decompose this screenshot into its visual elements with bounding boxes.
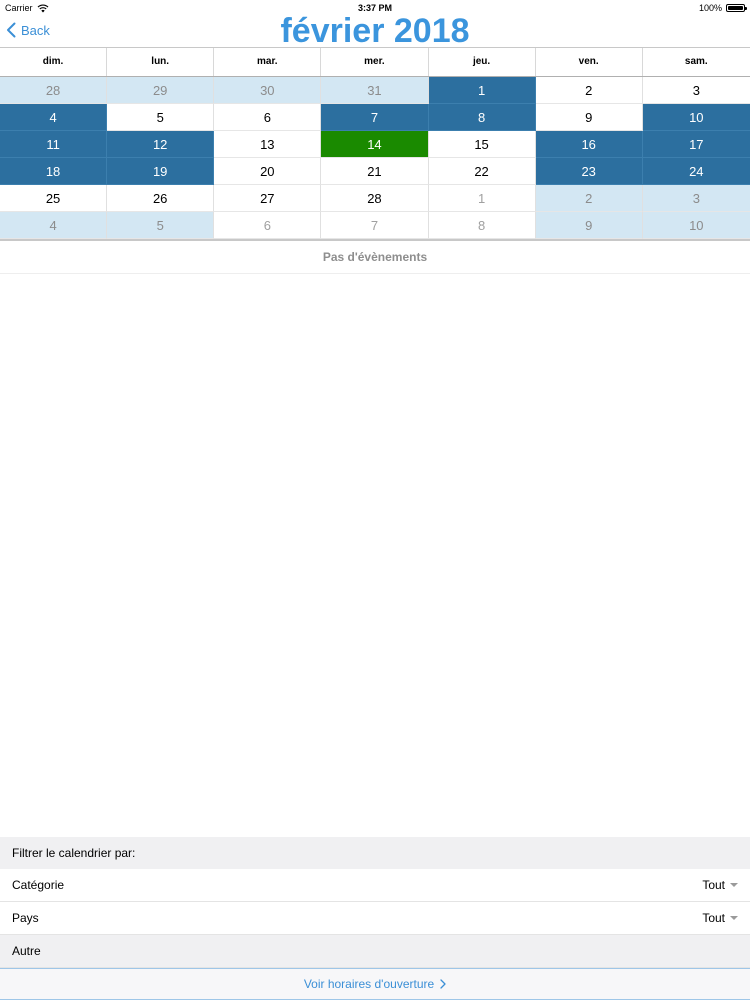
battery-percent: 100% <box>698 3 722 13</box>
calendar-day[interactable]: 15 <box>428 131 536 158</box>
calendar-day[interactable]: 28 <box>321 185 429 212</box>
calendar-day[interactable]: 1 <box>428 185 536 212</box>
calendar-day[interactable]: 31 <box>321 77 429 104</box>
calendar-day[interactable]: 6 <box>214 104 322 131</box>
filter-title: Filtrer le calendrier par: <box>0 837 750 869</box>
calendar-day[interactable]: 2 <box>535 77 643 104</box>
wifi-icon <box>37 4 48 12</box>
category-value-text: Tout <box>702 878 725 892</box>
calendar-day[interactable]: 20 <box>214 158 322 185</box>
navigation-bar: Back février 2018 <box>0 12 750 50</box>
status-time: 3:37 PM <box>357 3 392 13</box>
weekday-label: dim. <box>0 48 108 76</box>
country-value[interactable]: Tout <box>702 902 738 934</box>
back-button[interactable]: Back <box>6 22 50 38</box>
country-value-text: Tout <box>702 911 725 925</box>
calendar-day[interactable]: 21 <box>321 158 429 185</box>
carrier-label: Carrier <box>5 3 33 13</box>
calendar-day[interactable]: 26 <box>107 185 215 212</box>
calendar-week-row: 18 19 20 21 22 23 24 <box>0 158 750 185</box>
events-empty-label: Pas d'évènements <box>0 241 750 274</box>
other-filter-row[interactable]: Autre <box>0 935 750 968</box>
calendar-day[interactable]: 24 <box>642 158 750 185</box>
calendar-grid: 28 29 30 31 1 2 3 4 5 6 7 8 9 10 11 12 13 14 15 16 17 18 19 20 2… <box>0 77 750 239</box>
calendar-day[interactable]: 9 <box>535 104 643 131</box>
status-bar: Carrier 3:37 PM 100% <box>0 0 750 16</box>
calendar-day[interactable]: 3 <box>642 185 750 212</box>
chevron-left-icon <box>7 22 16 38</box>
weekday-label: mar. <box>214 48 322 76</box>
calendar-day[interactable]: 28 <box>0 77 108 104</box>
calendar-day[interactable]: 8 <box>428 104 536 131</box>
calendar-day[interactable]: 8 <box>428 212 536 239</box>
calendar-day[interactable]: 6 <box>214 212 322 239</box>
calendar-week-row: 28 29 30 31 1 2 3 <box>0 77 750 104</box>
country-label: Pays <box>12 911 39 925</box>
open-hours-label: Voir horaires d'ouverture <box>303 977 435 991</box>
calendar-day[interactable]: 9 <box>535 212 643 239</box>
calendar-day[interactable]: 4 <box>0 212 108 239</box>
calendar-week-row: 11 12 13 14 15 16 17 <box>0 131 750 158</box>
other-label: Autre <box>12 944 41 958</box>
weekday-label: mer. <box>321 48 429 76</box>
status-right: 100% <box>698 3 747 13</box>
calendar-day[interactable]: 2 <box>535 185 643 212</box>
calendar-day[interactable]: 29 <box>107 77 215 104</box>
category-value[interactable]: Tout <box>702 869 738 901</box>
open-hours-button[interactable]: Voir horaires d'ouverture <box>0 968 750 1000</box>
dropdown-caret-icon <box>730 916 738 920</box>
chevron-right-icon <box>440 979 446 989</box>
calendar-week-row: 4 5 6 7 8 9 10 <box>0 104 750 131</box>
calendar-week-row: 4 5 6 7 8 9 10 <box>0 212 750 239</box>
dropdown-caret-icon <box>730 883 738 887</box>
back-label: Back <box>21 22 50 38</box>
calendar-day[interactable]: 7 <box>321 212 429 239</box>
calendar-day[interactable]: 17 <box>642 131 750 158</box>
filter-section: Filtrer le calendrier par: Catégorie Tou… <box>0 837 750 1000</box>
calendar-day-today[interactable]: 14 <box>321 131 429 158</box>
calendar-day[interactable]: 4 <box>0 104 108 131</box>
calendar-day[interactable]: 16 <box>535 131 643 158</box>
calendar-day[interactable]: 10 <box>642 212 750 239</box>
country-filter-row[interactable]: Pays Tout <box>0 902 750 935</box>
calendar-day[interactable]: 27 <box>214 185 322 212</box>
weekday-label: sam. <box>684 56 708 67</box>
calendar-day[interactable]: 13 <box>214 131 322 158</box>
category-label: Catégorie <box>12 878 65 892</box>
calendar-day[interactable]: 23 <box>535 158 643 185</box>
calendar-day[interactable]: 5 <box>107 212 215 239</box>
category-filter-row[interactable]: Catégorie Tout <box>0 869 750 902</box>
calendar-day[interactable]: 1 <box>428 77 536 104</box>
weekday-label: jeu. <box>429 48 536 76</box>
status-left: Carrier <box>5 3 49 13</box>
month-calendar: dim. lun. mar. mer. jeu. ven. sam. 28 29 30 31 1 2 3… <box>0 47 750 241</box>
calendar-day[interactable]: 12 <box>107 131 215 158</box>
calendar-day[interactable]: 30 <box>214 77 322 104</box>
calendar-day[interactable]: 10 <box>642 104 750 131</box>
weekday-label: lun. <box>107 48 215 76</box>
calendar-day[interactable]: 3 <box>642 77 750 104</box>
calendar-week-row: 25 26 27 28 1 2 3 <box>0 185 750 212</box>
calendar-day[interactable]: 5 <box>107 104 215 131</box>
calendar-divider <box>0 239 750 241</box>
calendar-day[interactable]: 7 <box>321 104 429 131</box>
calendar-day[interactable]: 18 <box>0 158 108 185</box>
calendar-day[interactable]: 22 <box>428 158 536 185</box>
weekday-label: ven. <box>536 48 643 76</box>
calendar-day[interactable]: 25 <box>0 185 108 212</box>
calendar-day[interactable]: 11 <box>0 131 108 158</box>
month-title: février 2018 <box>280 12 470 50</box>
weekday-header: dim. lun. mar. mer. jeu. ven. sam. <box>0 48 750 77</box>
calendar-day[interactable]: 19 <box>107 158 215 185</box>
battery-icon <box>726 4 747 12</box>
